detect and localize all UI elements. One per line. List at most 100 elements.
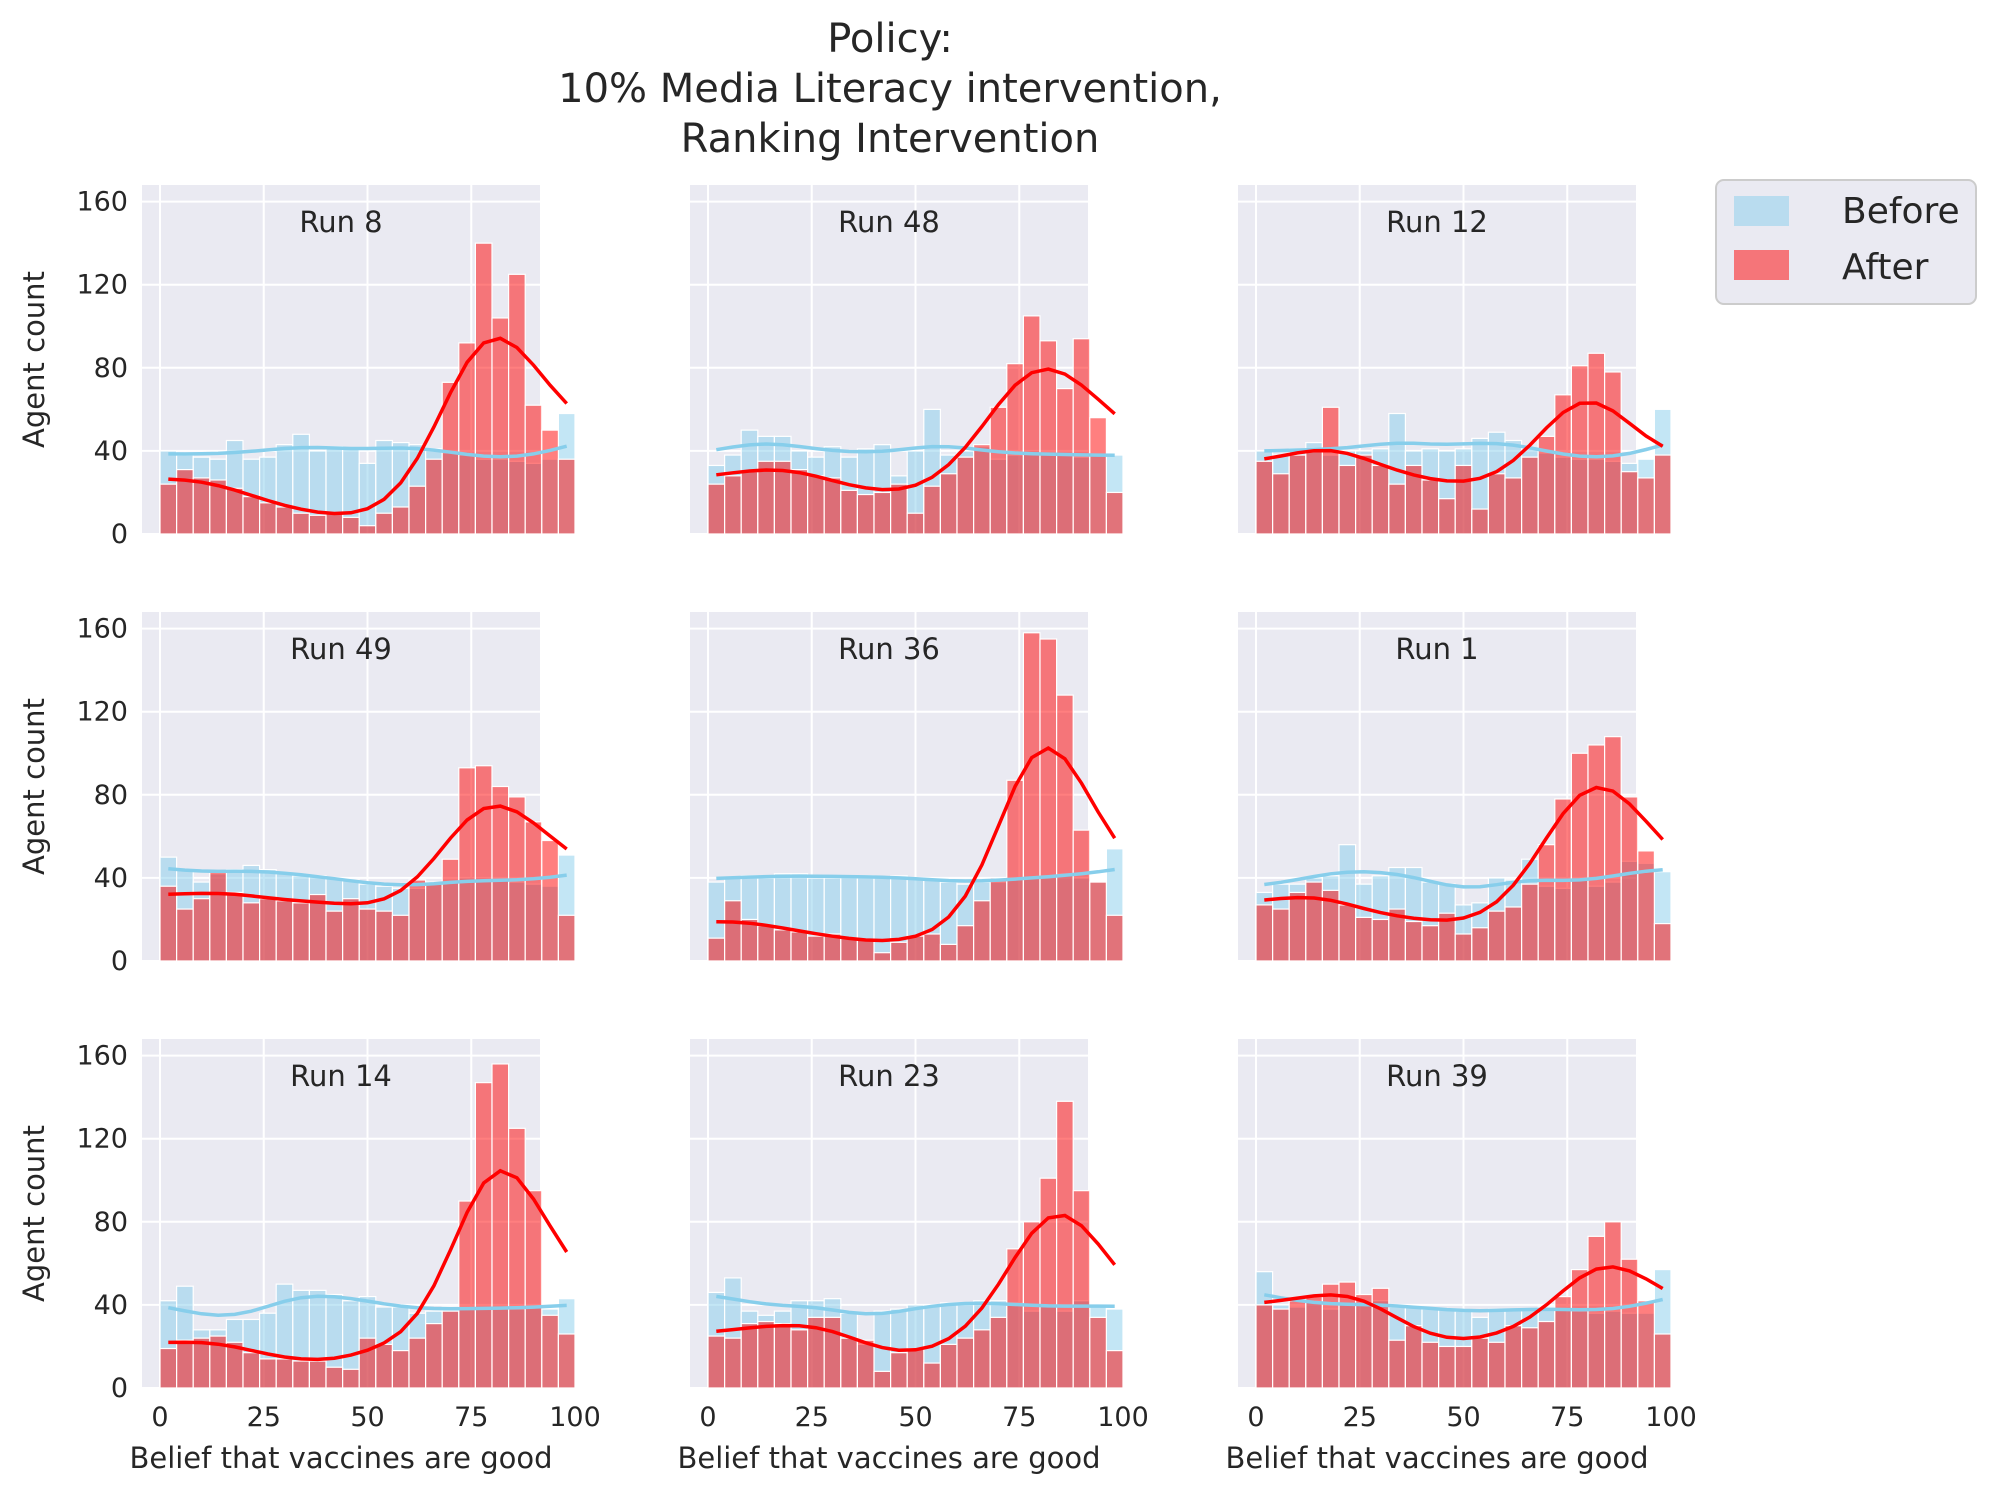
bar-after [774,930,791,961]
bar-after [160,484,177,534]
bar-after [758,926,775,961]
bar-after [558,1334,575,1388]
bar-after [791,932,808,961]
bar-after [309,515,326,534]
bar-after [326,911,343,961]
legend[interactable]: Before After [1716,180,1976,304]
figure-title: Policy: 10% Media Literacy intervention,… [558,16,1222,162]
bar-after [924,486,941,534]
bar-after [160,886,177,961]
bar-after [1322,407,1339,534]
panel-title: Run 1 [1395,632,1478,666]
bar-after [1306,1297,1323,1388]
bar-after [293,903,310,961]
x-axis-label: Belief that vaccines are good [1225,1441,1648,1475]
bar-after [343,1369,360,1388]
bar-after [1106,915,1123,961]
title-line-3: Ranking Intervention [681,116,1100,162]
bar-after [1621,1259,1638,1388]
bar-after [874,492,891,534]
y-tick-label: 40 [94,863,128,894]
x-tick-label: 0 [1247,1402,1264,1433]
bar-after [990,878,1007,961]
bar-after [1638,851,1655,961]
bar-after [1522,884,1539,961]
panel-2: Run 48 [690,185,1123,534]
bar-after [708,484,725,534]
bar-after [376,911,393,961]
panel-1: Run 804080120160Agent count [17,185,575,550]
bar-after [1356,917,1373,961]
bar-after [1455,934,1472,961]
bar-after [1621,472,1638,534]
bar-after [1289,892,1306,961]
bar-after [1106,492,1123,534]
y-tick-label: 160 [76,614,128,645]
bar-after [1256,905,1273,961]
bar-after [708,938,725,961]
y-axis-label: Agent count [17,1125,51,1302]
bar-after [1090,418,1107,534]
bar-after [1571,366,1588,534]
bar-after [1289,455,1306,534]
bar-after [509,274,526,534]
bar-after [1090,1317,1107,1388]
bar-after [1289,1301,1306,1388]
panel-title: Run 8 [299,205,382,239]
bar-after [475,1083,492,1388]
x-tick-label: 0 [699,1402,716,1433]
bar-after [1588,353,1605,534]
bar-after [1571,1270,1588,1388]
bar-after [343,899,360,961]
bar-after [891,484,908,534]
panel-6: Run 1 [1238,612,1671,961]
bar-after [791,470,808,534]
bar-after [1057,389,1074,534]
bar-after [891,942,908,961]
bar-after [1273,909,1290,961]
bar-after [276,1359,293,1388]
bar-after [210,872,227,961]
bar-after [1605,737,1622,961]
x-tick-label: 100 [1645,1402,1697,1433]
bar-after [193,899,210,961]
panel-title: Run 14 [290,1059,392,1093]
bar-after [260,503,277,534]
bar-after [824,1317,841,1388]
bar-after [1455,1346,1472,1388]
bar-after [1372,919,1389,961]
legend-swatch-before [1734,196,1789,226]
bar-after [741,472,758,534]
bar-after [276,901,293,961]
bar-after [392,1351,409,1388]
bar-after [1273,474,1290,534]
bar-after [874,1371,891,1388]
bar-after [293,513,310,534]
bar-after [1505,907,1522,961]
bar-after [409,1338,426,1388]
bar-after [426,459,443,534]
bar-after [326,513,343,534]
bar-after [725,476,742,534]
bar-after [841,1338,858,1388]
bar-after [359,526,376,534]
bar-after [276,507,293,534]
panel-title: Run 48 [838,205,940,239]
bar-after [426,1324,443,1388]
bar-after [1455,465,1472,534]
bar-after [940,944,957,961]
bar-after [558,459,575,534]
legend-label-after: After [1842,247,1929,288]
bar-after [924,1363,941,1388]
panel-7: Run 1404080120160Agent count0255075100Be… [17,1039,601,1475]
y-tick-label: 80 [94,1207,128,1238]
y-tick-label: 40 [94,1290,128,1321]
y-tick-label: 40 [94,436,128,467]
bar-after [1522,1328,1539,1388]
bar-after [1588,745,1605,961]
bar-after [160,1349,177,1388]
x-tick-label: 100 [549,1402,601,1433]
bar-after [1488,474,1505,534]
bar-after [309,895,326,961]
bar-after [1405,1326,1422,1388]
